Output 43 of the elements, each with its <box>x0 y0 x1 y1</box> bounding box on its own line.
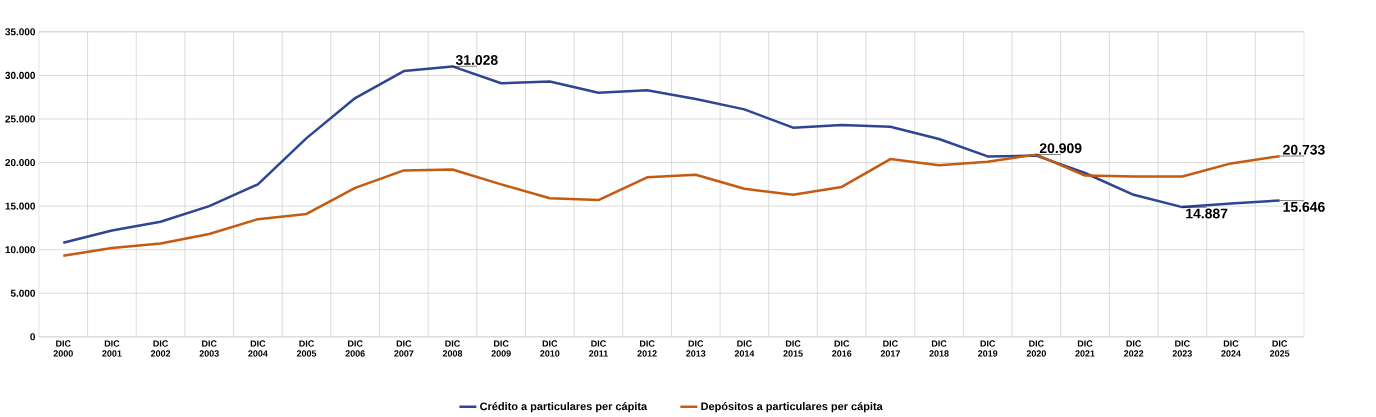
x-tick-label: DIC 2010 <box>540 340 560 357</box>
x-tick-label: DIC 2006 <box>345 340 365 357</box>
x-tick-label: DIC 2011 <box>589 340 608 357</box>
y-tick-label: 10.000 <box>5 246 36 254</box>
x-tick-label: DIC 2005 <box>296 340 317 357</box>
x-tick-label: DIC 2020 <box>1026 340 1046 357</box>
legend-label: Depósitos a particulares per cápita <box>701 402 883 413</box>
x-tick-label: DIC 2024 <box>1221 340 1241 357</box>
x-tick-label: DIC 2016 <box>832 340 852 357</box>
x-tick-label: DIC 2008 <box>442 340 463 357</box>
y-tick-label: 30.000 <box>5 71 36 79</box>
data-label: 31.028 <box>455 55 498 65</box>
x-tick-label: DIC 2015 <box>783 340 803 357</box>
line-series <box>62 153 1281 258</box>
y-tick-label: 25.000 <box>5 115 36 123</box>
x-tick-label: DIC 2003 <box>199 340 219 357</box>
x-tick-label: DIC 2001 <box>102 340 122 357</box>
x-tick-label: DIC 2004 <box>248 340 268 357</box>
x-tick-label: DIC 2023 <box>1172 340 1192 357</box>
y-tick-label: 15.000 <box>5 202 36 210</box>
y-tick-label: 5.000 <box>10 289 36 297</box>
x-tick-label: DIC 2007 <box>394 340 414 357</box>
x-tick-label: DIC 2014 <box>734 340 755 357</box>
data-label: 20.909 <box>1039 143 1082 154</box>
data-label: 20.733 <box>1283 144 1325 155</box>
x-tick-label: DIC 2025 <box>1269 340 1290 357</box>
x-tick-label: DIC 2017 <box>880 340 900 357</box>
data-label: 15.646 <box>1283 201 1325 212</box>
y-tick-label: 35.000 <box>5 28 36 36</box>
x-tick-label: DIC 2012 <box>637 340 657 357</box>
line-series <box>62 65 1281 244</box>
legend-label: Crédito a particulares per cápita <box>480 402 648 413</box>
x-tick-label: DIC 2002 <box>150 340 171 357</box>
x-tick-label: DIC 2022 <box>1123 340 1144 357</box>
x-tick-label: DIC 2019 <box>978 340 998 357</box>
y-tick-label: 20.000 <box>5 159 36 167</box>
x-tick-label: DIC 2021 <box>1075 340 1095 357</box>
x-tick-label: DIC 2009 <box>491 340 511 357</box>
x-tick-label: DIC 2013 <box>686 340 706 357</box>
x-tick-label: DIC 2000 <box>53 340 73 357</box>
x-tick-label: DIC 2018 <box>929 340 949 357</box>
data-label: 14.887 <box>1186 208 1228 219</box>
y-tick-label: 0 <box>30 333 36 341</box>
